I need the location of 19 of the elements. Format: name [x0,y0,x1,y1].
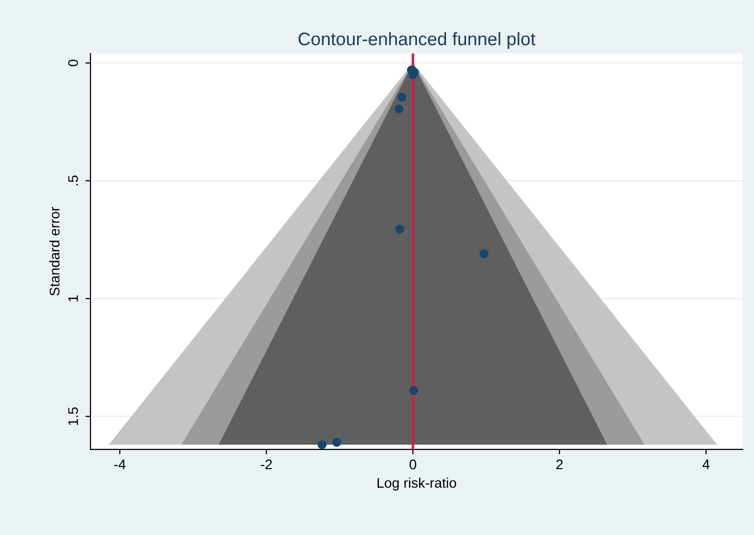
point [395,224,404,234]
y-tick-label: .5 [68,176,78,186]
y-tick-label: 1 [68,295,78,302]
y-tick-label: 1.5 [68,407,78,425]
x-tick-label: 0 [410,459,416,470]
x-tick-label: -2 [260,459,272,470]
y-axis-title: Standard error [49,206,60,296]
x-tick-label: 2 [556,459,563,470]
x-axis-title: Log risk-ratio [378,478,456,491]
point [409,386,418,395]
point [318,440,327,450]
point [332,438,342,447]
point [394,104,404,114]
chart-title: Contour-enhanced funnel plot [298,32,536,49]
point [397,92,406,102]
y-tick-label: 0 [68,60,78,66]
point [480,249,489,258]
x-tick-label: 4 [702,460,710,470]
x-tick-label: -4 [114,460,126,470]
